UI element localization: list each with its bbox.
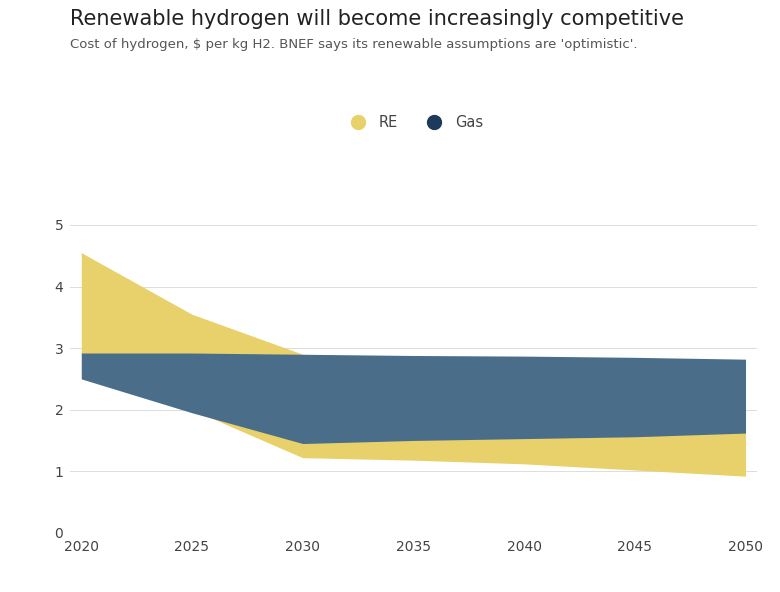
Text: Renewable hydrogen will become increasingly competitive: Renewable hydrogen will become increasin…	[70, 9, 684, 29]
Text: Cost of hydrogen, $ per kg H2. BNEF says its renewable assumptions are 'optimist: Cost of hydrogen, $ per kg H2. BNEF says…	[70, 38, 638, 52]
Legend: RE, Gas: RE, Gas	[338, 109, 489, 136]
